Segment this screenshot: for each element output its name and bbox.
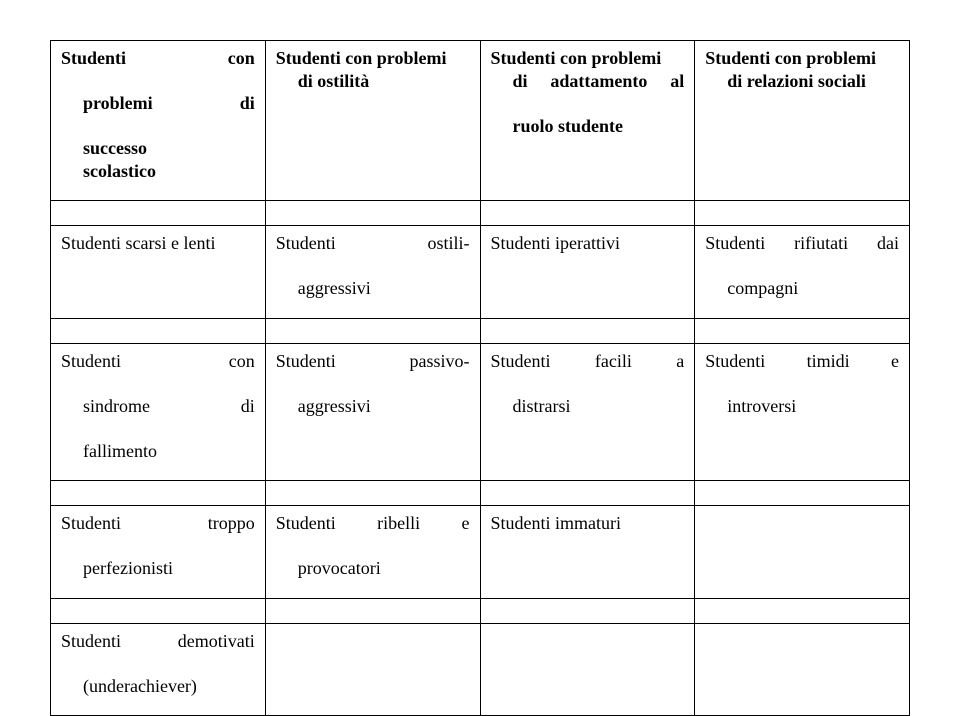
cell: [695, 623, 910, 716]
table-row: Studenti scarsi e lenti Studenti ostili-…: [51, 226, 910, 319]
table-row: Studenti troppo perfezionisti Studenti r…: [51, 506, 910, 599]
t: distrarsi: [513, 395, 685, 418]
table-header-row: Studenti con problemi di successo scolas…: [51, 41, 910, 201]
t: e: [891, 351, 899, 371]
t: di: [513, 71, 528, 91]
t: Studenti con problemi: [276, 47, 470, 70]
t: sindrome: [83, 396, 150, 416]
t: a: [676, 351, 684, 371]
t: fallimento: [83, 440, 255, 463]
t: di: [241, 396, 255, 416]
t: di ostilità: [298, 70, 470, 93]
cell: [695, 506, 910, 599]
t: ruolo studente: [513, 115, 685, 138]
header-cell-3: Studenti con problemi di adattamento al …: [480, 41, 695, 201]
cell: Studenti immaturi: [480, 506, 695, 599]
t: introversi: [727, 395, 899, 418]
t: facili: [595, 351, 632, 371]
t: Studenti: [61, 351, 121, 371]
t: aggressivi: [298, 277, 470, 300]
t: Studenti immaturi: [491, 512, 685, 535]
t: perfezionisti: [83, 557, 255, 580]
cell: Studenti con sindrome di fallimento: [51, 343, 266, 481]
t: Studenti scarsi e lenti: [61, 232, 255, 255]
cell: Studenti scarsi e lenti: [51, 226, 266, 319]
t: Studenti: [705, 233, 765, 253]
classification-table: Studenti con problemi di successo scolas…: [50, 40, 910, 716]
t: scolastico: [83, 160, 255, 183]
cell: Studenti demotivati (underachiever): [51, 623, 266, 716]
cell: Studenti ostili- aggressivi: [265, 226, 480, 319]
t: Studenti con problemi: [491, 47, 685, 70]
t: (underachiever): [83, 675, 255, 698]
cell: Studenti rifiutati dai compagni: [695, 226, 910, 319]
t: Studenti con problemi: [705, 47, 899, 70]
t: di: [240, 93, 255, 113]
t: di relazioni sociali: [727, 70, 899, 93]
t: adattamento: [550, 71, 647, 91]
cell: Studenti passivo- aggressivi: [265, 343, 480, 481]
t: con: [228, 48, 255, 68]
t: dai: [877, 233, 899, 253]
t: Studenti: [705, 351, 765, 371]
t: Studenti: [276, 513, 336, 533]
cell: Studenti facili a distrarsi: [480, 343, 695, 481]
header-cell-2: Studenti con problemi di ostilità: [265, 41, 480, 201]
cell: Studenti troppo perfezionisti: [51, 506, 266, 599]
t: con: [229, 351, 255, 371]
header-cell-4: Studenti con problemi di relazioni socia…: [695, 41, 910, 201]
t: aggressivi: [298, 395, 470, 418]
t: provocatori: [298, 557, 470, 580]
t: timidi: [807, 351, 850, 371]
t: Studenti: [276, 233, 336, 253]
cell: [265, 623, 480, 716]
t: ostili-: [427, 233, 469, 253]
t: Studenti: [61, 631, 121, 651]
table-row: Studenti demotivati (underachiever): [51, 623, 910, 716]
t: successo: [83, 137, 255, 160]
t: e: [462, 513, 470, 533]
cell: Studenti iperattivi: [480, 226, 695, 319]
t: Studenti: [61, 48, 126, 68]
t: Studenti: [61, 513, 121, 533]
cell: Studenti ribelli e provocatori: [265, 506, 480, 599]
table-row: Studenti con sindrome di fallimento Stud…: [51, 343, 910, 481]
t: Studenti: [276, 351, 336, 371]
t: Studenti iperattivi: [491, 232, 685, 255]
t: passivo-: [410, 351, 470, 371]
t: rifiutati: [794, 233, 848, 253]
t: Studenti: [491, 351, 551, 371]
t: problemi: [83, 93, 153, 113]
t: ribelli: [377, 513, 420, 533]
cell: Studenti timidi e introversi: [695, 343, 910, 481]
header-cell-1: Studenti con problemi di successo scolas…: [51, 41, 266, 201]
t: demotivati: [178, 631, 255, 651]
t: al: [670, 71, 684, 91]
t: troppo: [208, 513, 255, 533]
t: compagni: [727, 277, 899, 300]
cell: [480, 623, 695, 716]
